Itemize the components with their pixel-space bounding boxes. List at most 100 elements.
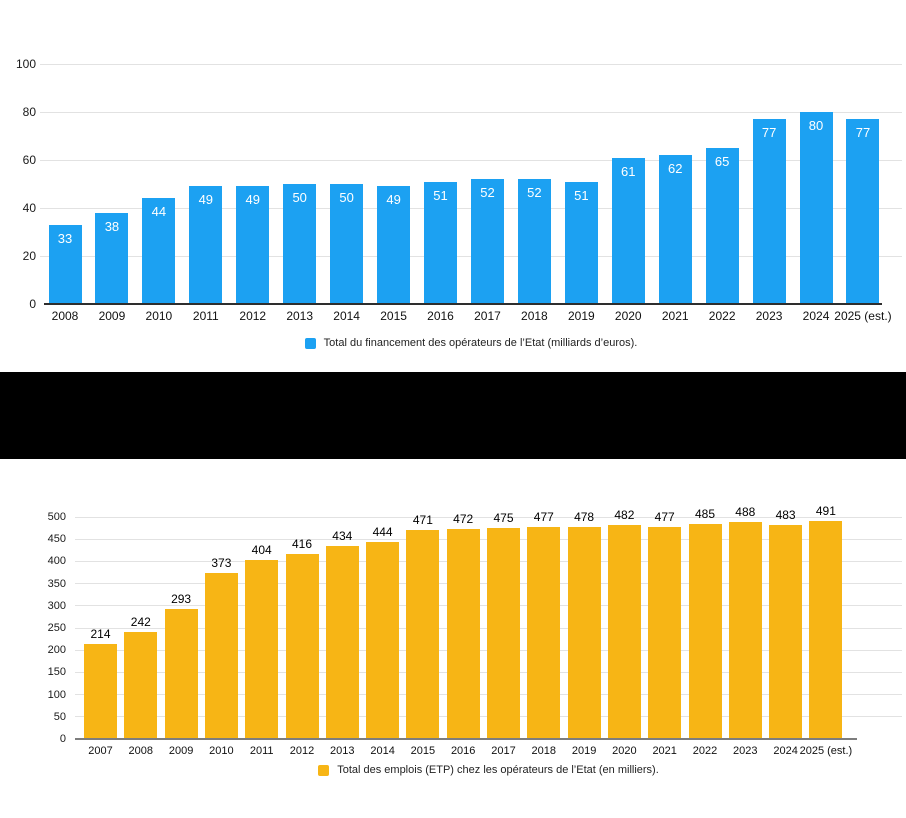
x-axis-label: 2010 bbox=[209, 745, 234, 757]
x-axis-label: 2021 bbox=[661, 309, 689, 323]
x-axis-label: 2020 bbox=[612, 745, 637, 757]
gridline bbox=[40, 63, 902, 65]
bar-value-label: 80 bbox=[808, 118, 824, 133]
x-axis-label: 2024 bbox=[802, 309, 830, 323]
bar bbox=[124, 631, 158, 739]
bar bbox=[769, 524, 803, 739]
bar: 49 bbox=[236, 186, 270, 304]
bar: 62 bbox=[658, 155, 692, 304]
x-axis-label: 2024 bbox=[773, 745, 798, 757]
bar: 77 bbox=[846, 119, 880, 304]
y-axis-label: 40 bbox=[22, 201, 36, 215]
bar-value-label: 51 bbox=[574, 187, 589, 203]
bar bbox=[487, 528, 520, 739]
funding-legend-label: Total du financement des opérateurs de l… bbox=[323, 337, 638, 349]
x-axis-label: 2020 bbox=[614, 309, 642, 323]
x-axis-label: 2014 bbox=[370, 745, 395, 757]
x-axis-label: 2015 bbox=[380, 309, 407, 323]
bar-value-label: 44 bbox=[151, 204, 167, 220]
bar-value-label: 61 bbox=[621, 163, 636, 179]
bar-value-label: 38 bbox=[104, 218, 120, 234]
y-axis-label: 300 bbox=[47, 599, 66, 612]
bar: 49 bbox=[189, 186, 223, 304]
bar: 38 bbox=[95, 212, 129, 304]
y-axis-label: 100 bbox=[47, 688, 66, 701]
bar-value-label: 33 bbox=[57, 230, 73, 246]
bar bbox=[567, 526, 601, 739]
bar-value-label: 488 bbox=[735, 505, 756, 520]
x-axis-label: 2023 bbox=[755, 309, 783, 323]
y-axis-label: 0 bbox=[29, 297, 36, 311]
bar-value-label: 434 bbox=[332, 529, 353, 544]
bar bbox=[446, 529, 480, 739]
bar-value-label: 293 bbox=[171, 591, 192, 606]
bar-value-label: 483 bbox=[775, 507, 796, 522]
bar bbox=[84, 643, 117, 739]
bar-value-label: 62 bbox=[667, 161, 683, 177]
y-axis-label: 400 bbox=[47, 555, 66, 568]
bar bbox=[366, 541, 400, 739]
bar-value-label: 475 bbox=[493, 511, 514, 526]
x-axis-label: 2018 bbox=[531, 745, 557, 757]
bar bbox=[245, 559, 279, 739]
y-axis-label: 20 bbox=[22, 249, 36, 263]
bar-value-label: 242 bbox=[130, 614, 151, 629]
bar-value-label: 477 bbox=[654, 510, 675, 525]
bar-value-label: 50 bbox=[339, 190, 354, 205]
x-axis-label: 2013 bbox=[286, 309, 314, 323]
bar bbox=[285, 554, 319, 739]
bar bbox=[406, 529, 440, 739]
gridline bbox=[40, 111, 902, 113]
y-axis-label: 80 bbox=[22, 105, 36, 119]
bar bbox=[164, 608, 198, 739]
funding-legend-swatch bbox=[304, 338, 316, 349]
bar-value-label: 478 bbox=[574, 509, 595, 524]
redaction-band bbox=[0, 372, 906, 459]
y-axis-label: 60 bbox=[22, 153, 36, 167]
bar-value-label: 416 bbox=[291, 537, 313, 552]
x-axis-label: 2017 bbox=[474, 309, 501, 323]
bar: 65 bbox=[705, 148, 739, 304]
employment-chart: Total des emplois (ETP) chez les opérate… bbox=[0, 459, 906, 790]
bar bbox=[809, 520, 843, 739]
bar-value-label: 404 bbox=[251, 542, 272, 557]
bar: 33 bbox=[48, 224, 82, 304]
bar-value-label: 214 bbox=[90, 626, 111, 641]
employment-legend: Total des emplois (ETP) chez les opérate… bbox=[75, 764, 902, 777]
bar: 51 bbox=[424, 181, 458, 304]
x-axis-label: 2009 bbox=[168, 745, 194, 757]
x-axis-label: 2011 bbox=[249, 745, 274, 757]
axis-baseline bbox=[75, 738, 857, 740]
bar bbox=[527, 527, 561, 739]
y-axis-label: 0 bbox=[59, 733, 66, 745]
x-axis-label: 2016 bbox=[450, 745, 476, 757]
bar: 44 bbox=[142, 198, 176, 304]
bar-value-label: 52 bbox=[480, 185, 495, 201]
bar: 77 bbox=[752, 119, 786, 304]
bar bbox=[325, 546, 359, 739]
x-axis-label: 2022 bbox=[692, 745, 718, 757]
x-axis-label: 2012 bbox=[289, 745, 315, 757]
x-axis-label: 2017 bbox=[491, 745, 516, 757]
bar-value-label: 477 bbox=[533, 510, 554, 525]
y-axis-label: 350 bbox=[47, 577, 66, 590]
x-axis-label: 2023 bbox=[733, 745, 758, 757]
x-axis-label: 2018 bbox=[521, 309, 548, 323]
x-axis-label: 2013 bbox=[330, 745, 355, 757]
bar-value-label: 491 bbox=[815, 503, 836, 518]
y-axis-label: 150 bbox=[47, 666, 66, 679]
bar-value-label: 50 bbox=[292, 190, 307, 205]
bar bbox=[688, 523, 722, 739]
x-axis-label: 2019 bbox=[571, 745, 597, 757]
x-axis-label: 2025 (est.) bbox=[834, 309, 892, 323]
x-axis-label: 2008 bbox=[51, 309, 79, 323]
bar bbox=[728, 522, 762, 739]
gridline bbox=[40, 159, 902, 161]
y-axis-label: 500 bbox=[47, 511, 66, 523]
bar-value-label: 472 bbox=[453, 512, 474, 527]
bar-value-label: 471 bbox=[412, 512, 433, 527]
bar-value-label: 77 bbox=[761, 125, 777, 141]
x-axis-label: 2022 bbox=[708, 309, 736, 323]
bar-value-label: 52 bbox=[527, 185, 542, 201]
y-axis-label: 50 bbox=[53, 710, 66, 723]
